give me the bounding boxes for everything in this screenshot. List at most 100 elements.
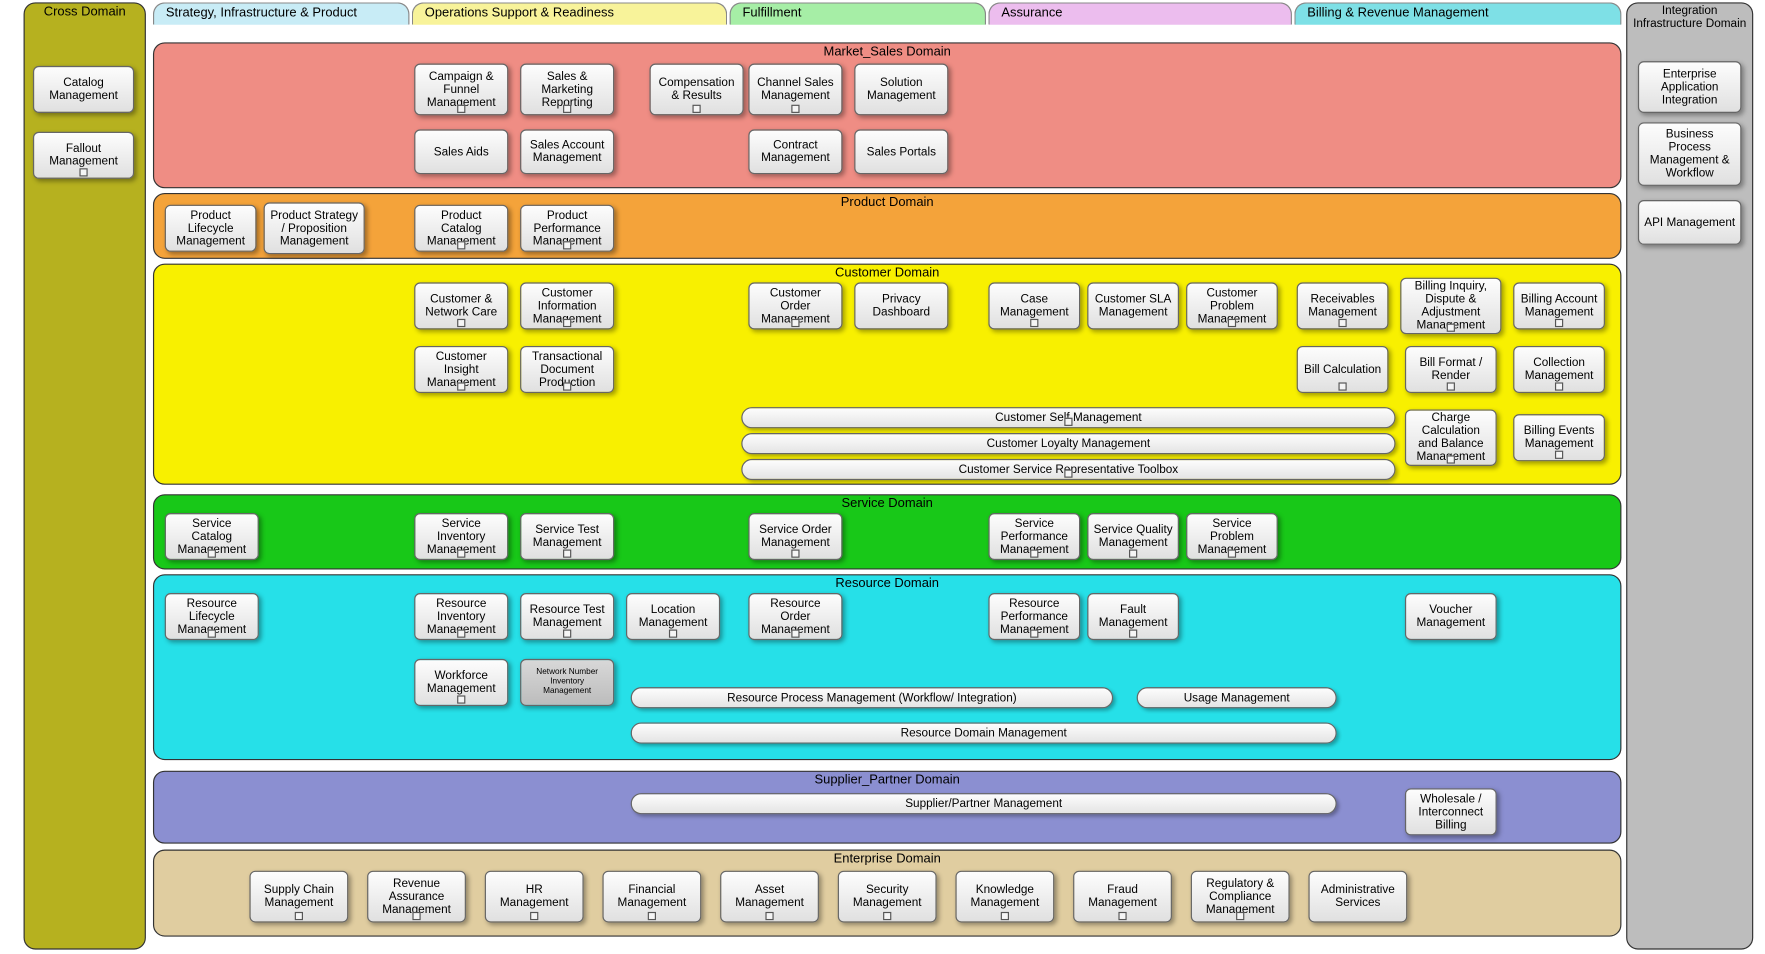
api-mgmt[interactable]: API Management [1638, 200, 1742, 245]
location[interactable]: Location Management [626, 593, 720, 640]
bill-calc-label: Bill Calculation [1304, 363, 1381, 376]
cust-order[interactable]: Customer Order Management [748, 282, 842, 329]
comp-results[interactable]: Compensation & Results [650, 64, 744, 116]
hr-mgmt-label: HR Management [491, 884, 578, 910]
sales-aids-label: Sales Aids [434, 145, 489, 158]
reg-comp[interactable]: Regulatory & Compliance Management [1191, 871, 1290, 923]
svc-problem[interactable]: Service Problem Management [1186, 513, 1278, 560]
cross-domain-title: Cross Domain [25, 4, 145, 19]
svc-inv[interactable]: Service Inventory Management [414, 513, 508, 560]
api-mgmt-label: API Management [1644, 216, 1735, 229]
fallout-mgmt[interactable]: Fallout Management [33, 132, 134, 179]
sales-aids[interactable]: Sales Aids [414, 129, 508, 174]
asset-notch-icon [765, 912, 773, 920]
res-domain-label: Resource Domain Management [901, 727, 1067, 740]
solution-mgmt[interactable]: Solution Management [854, 64, 948, 116]
cust-sla[interactable]: Customer SLA Management [1087, 282, 1179, 329]
rev-assurance[interactable]: Revenue Assurance Management [367, 871, 466, 923]
wholesale-bill[interactable]: Wholesale / Interconnect Billing [1405, 788, 1497, 835]
collection[interactable]: Collection Management [1513, 346, 1605, 393]
net-num-inv[interactable]: Network Number Inventory Management [520, 659, 614, 706]
supplier-partner-mgmt[interactable]: Supplier/Partner Management [631, 793, 1337, 814]
cust-self[interactable]: Customer Self Management [741, 407, 1395, 428]
cust-insight[interactable]: Customer Insight Management [414, 346, 508, 393]
res-process[interactable]: Resource Process Management (Workflow/ I… [631, 687, 1113, 708]
tab-assur[interactable]: Assurance [988, 2, 1292, 24]
res-inv[interactable]: Resource Inventory Management [414, 593, 508, 640]
bill-calc[interactable]: Bill Calculation [1297, 346, 1389, 393]
catalog-mgmt-label: Catalog Management [39, 76, 128, 102]
tab-osr[interactable]: Operations Support & Readiness [412, 2, 727, 24]
bill-format[interactable]: Bill Format / Render [1405, 346, 1497, 393]
voucher[interactable]: Voucher Management [1405, 593, 1497, 640]
privacy-dash[interactable]: Privacy Dashboard [854, 282, 948, 329]
svc-catalog[interactable]: Service Catalog Management [165, 513, 259, 560]
eai[interactable]: Enterprise Application Integration [1638, 61, 1742, 113]
receivables[interactable]: Receivables Management [1297, 282, 1389, 329]
security[interactable]: Security Management [838, 871, 937, 923]
sales-portals[interactable]: Sales Portals [854, 129, 948, 174]
svc-test-label: Service Test Management [526, 524, 608, 550]
case-mgmt[interactable]: Case Management [988, 282, 1080, 329]
bill-events-label: Billing Events Management [1519, 425, 1599, 451]
tab-sip[interactable]: Strategy, Infrastructure & Product [153, 2, 410, 24]
cust-insight-notch-icon [457, 382, 465, 390]
sales-mkt-rpt[interactable]: Sales & Marketing Reporting [520, 64, 614, 116]
cust-net-care[interactable]: Customer & Network Care [414, 282, 508, 329]
bill-calc-notch-icon [1338, 382, 1346, 390]
campaign-funnel[interactable]: Campaign & Funnel Management [414, 64, 508, 116]
res-lifecycle[interactable]: Resource Lifecycle Management [165, 593, 259, 640]
prod-strategy[interactable]: Product Strategy / Proposition Managemen… [264, 202, 365, 254]
res-test-label: Resource Test Management [526, 604, 608, 630]
product-panel: Product Domain [153, 193, 1621, 259]
cust-loyalty[interactable]: Customer Loyalty Management [741, 433, 1395, 454]
fraud[interactable]: Fraud Management [1073, 871, 1172, 923]
catalog-mgmt[interactable]: Catalog Management [33, 66, 134, 113]
prod-catalog[interactable]: Product Catalog Management [414, 205, 508, 252]
svc-inv-notch-icon [457, 550, 465, 558]
res-perf[interactable]: Resource Performance Management [988, 593, 1080, 640]
admin-svcs[interactable]: Administrative Services [1308, 871, 1407, 923]
trans-doc[interactable]: Transactional Document Production [520, 346, 614, 393]
workforce-notch-icon [457, 695, 465, 703]
svc-quality-notch-icon [1129, 550, 1137, 558]
tab-fulfil[interactable]: Fulfillment [730, 2, 987, 24]
location-notch-icon [669, 630, 677, 638]
fault[interactable]: Fault Management [1087, 593, 1179, 640]
prod-lifecycle[interactable]: Product Lifecycle Management [165, 205, 257, 252]
res-order[interactable]: Resource Order Management [748, 593, 842, 640]
usage-mgmt[interactable]: Usage Management [1137, 687, 1337, 708]
res-process-label: Resource Process Management (Workflow/ I… [727, 691, 1016, 704]
hr-mgmt[interactable]: HR Management [485, 871, 584, 923]
prod-perf[interactable]: Product Performance Management [520, 205, 614, 252]
svc-order[interactable]: Service Order Management [748, 513, 842, 560]
financial[interactable]: Financial Management [602, 871, 701, 923]
svc-quality-label: Service Quality Management [1093, 524, 1173, 550]
bill-events[interactable]: Billing Events Management [1513, 414, 1605, 461]
res-domain[interactable]: Resource Domain Management [631, 722, 1337, 743]
svc-test[interactable]: Service Test Management [520, 513, 614, 560]
fault-notch-icon [1129, 630, 1137, 638]
bpm-workflow[interactable]: Business Process Management & Workflow [1638, 122, 1742, 186]
asset[interactable]: Asset Management [720, 871, 819, 923]
case-mgmt-label: Case Management [994, 293, 1074, 319]
charge-calc-notch-icon [1447, 455, 1455, 463]
cust-info-mgmt[interactable]: Customer Information Management [520, 282, 614, 329]
bill-acct[interactable]: Billing Account Management [1513, 282, 1605, 329]
fallout-mgmt-label: Fallout Management [39, 142, 128, 168]
res-test[interactable]: Resource Test Management [520, 593, 614, 640]
channel-sales[interactable]: Channel Sales Management [748, 64, 842, 116]
csr-toolbox[interactable]: Customer Service Representative Toolbox [741, 459, 1395, 480]
tab-billrev[interactable]: Billing & Revenue Management [1294, 2, 1621, 24]
knowledge[interactable]: Knowledge Management [955, 871, 1054, 923]
sales-acct-mgmt[interactable]: Sales Account Management [520, 129, 614, 174]
cust-problem[interactable]: Customer Problem Management [1186, 282, 1278, 329]
supply-chain[interactable]: Supply Chain Management [249, 871, 348, 923]
contract-mgmt[interactable]: Contract Management [748, 129, 842, 174]
bill-inquiry[interactable]: Billing Inquiry, Dispute & Adjustment Ma… [1400, 278, 1501, 334]
svc-perf[interactable]: Service Performance Management [988, 513, 1080, 560]
charge-calc[interactable]: Charge Calculation and Balance Managemen… [1405, 409, 1497, 465]
enterprise-title: Enterprise Domain [154, 851, 1620, 866]
workforce[interactable]: Workforce Management [414, 659, 508, 706]
svc-quality[interactable]: Service Quality Management [1087, 513, 1179, 560]
